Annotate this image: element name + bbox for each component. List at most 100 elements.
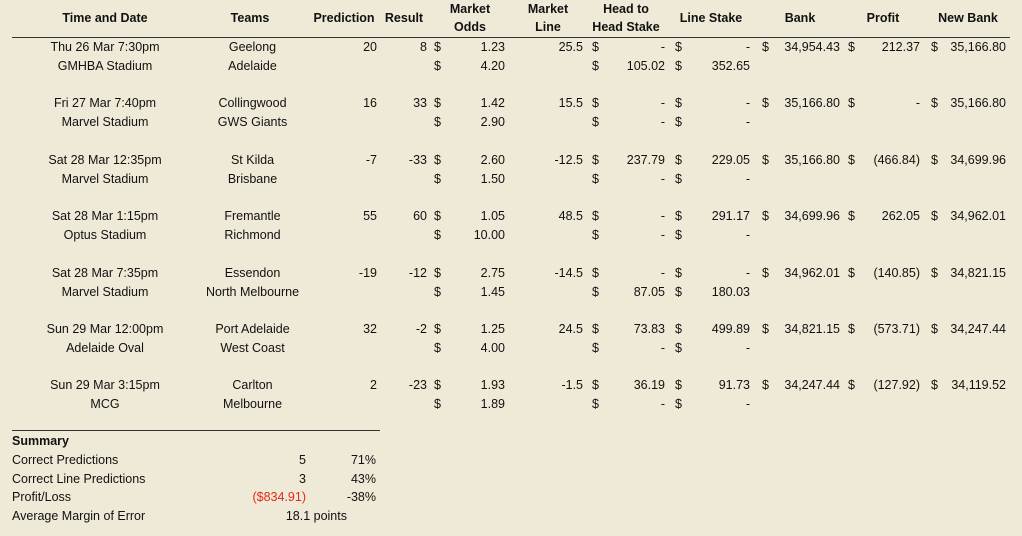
game-venue: Marvel Stadium — [61, 284, 149, 299]
bank-value: 34,954.43 — [784, 40, 840, 54]
profit-currency: $ — [848, 378, 855, 393]
line-stake-home-currency: $ — [675, 152, 682, 167]
line-stake-home-value: 229.05 — [711, 152, 750, 167]
prediction-value: -19 — [358, 265, 377, 280]
profit-value: 212.37 — [881, 40, 920, 54]
table-header: Time and Date Teams Prediction Result Ma… — [0, 0, 1022, 38]
line-stake-away-value: - — [745, 171, 750, 186]
line-stake-away-value: - — [745, 228, 750, 243]
odds-home-currency: $ — [434, 322, 441, 336]
summary-percent: 71% — [350, 453, 376, 467]
market-line-value: -12.5 — [554, 152, 584, 167]
bank-currency: $ — [762, 265, 769, 280]
h2h-home-value: 73.83 — [633, 322, 665, 336]
summary-percent — [312, 507, 376, 526]
odds-home-value: 2.60 — [480, 152, 505, 167]
profit-currency: $ — [848, 152, 855, 167]
game-venue: Adelaide Oval — [66, 341, 144, 355]
bank-value: 34,699.96 — [784, 209, 840, 224]
odds-away-currency: $ — [434, 397, 441, 412]
odds-home-value: 2.75 — [480, 265, 505, 280]
h2h-home-value: 36.19 — [633, 378, 665, 393]
line-stake-home-currency: $ — [675, 322, 682, 336]
odds-away-value: 4.00 — [480, 341, 505, 355]
header-market-odds-1: Market — [449, 2, 491, 16]
bank-value: 35,166.80 — [784, 96, 840, 111]
summary-value: 3 — [299, 471, 306, 486]
h2h-home-currency: $ — [592, 96, 599, 111]
profit-value: (127.92) — [873, 378, 920, 393]
result-value: -12 — [408, 265, 427, 280]
market-line-value: 24.5 — [558, 322, 583, 336]
result-value: -33 — [408, 152, 427, 167]
game-time: Sat 28 Mar 7:35pm — [51, 265, 159, 280]
game-time: Fri 27 Mar 7:40pm — [53, 96, 157, 111]
game-venue: GMHBA Stadium — [57, 59, 153, 73]
h2h-home-value: - — [660, 96, 665, 111]
odds-away-currency: $ — [434, 228, 441, 243]
result-value: -23 — [408, 378, 427, 393]
summary-value: 18.1 points — [285, 509, 347, 524]
home-team: St Kilda — [230, 152, 275, 167]
market-line-value: -14.5 — [554, 265, 584, 280]
game-time: Thu 26 Mar 7:30pm — [50, 40, 160, 54]
summary-label: Profit/Loss — [12, 490, 72, 505]
odds-home-currency: $ — [434, 265, 441, 280]
h2h-away-value: - — [660, 341, 665, 355]
header-bank: Bank — [784, 11, 816, 25]
profit-currency: $ — [848, 40, 855, 54]
away-team: North Melbourne — [205, 284, 300, 299]
market-line-value: 25.5 — [558, 40, 583, 54]
line-stake-home-currency: $ — [675, 40, 682, 54]
line-stake-away-value: 180.03 — [711, 284, 750, 299]
new-bank-currency: $ — [931, 96, 938, 111]
new-bank-currency: $ — [931, 209, 938, 224]
profit-value: (140.85) — [873, 265, 920, 280]
line-stake-away-currency: $ — [675, 284, 682, 299]
new-bank-currency: $ — [931, 378, 938, 393]
h2h-home-value: - — [660, 209, 665, 224]
line-stake-home-currency: $ — [675, 96, 682, 111]
h2h-away-value: - — [660, 171, 665, 186]
prediction-value: 55 — [363, 209, 377, 224]
odds-home-value: 1.05 — [480, 209, 505, 224]
market-line-value: 15.5 — [558, 96, 583, 111]
h2h-home-currency: $ — [592, 152, 599, 167]
odds-away-value: 1.89 — [480, 397, 505, 412]
odds-away-value: 1.45 — [480, 284, 505, 299]
line-stake-away-currency: $ — [675, 59, 682, 73]
prediction-value: 20 — [363, 40, 377, 54]
odds-away-value: 10.00 — [473, 228, 505, 243]
bank-currency: $ — [762, 152, 769, 167]
home-team: Geelong — [228, 40, 277, 54]
new-bank-value: 34,821.15 — [950, 265, 1006, 280]
result-value: -2 — [415, 322, 427, 336]
summary-label: Correct Line Predictions — [12, 471, 146, 486]
header-result: Result — [384, 11, 424, 25]
game-time: Sun 29 Mar 12:00pm — [46, 322, 164, 336]
game-time: Sat 28 Mar 12:35pm — [48, 152, 162, 167]
h2h-home-value: - — [660, 265, 665, 280]
h2h-home-value: 237.79 — [626, 152, 665, 167]
bank-currency: $ — [762, 96, 769, 111]
prediction-value: 32 — [363, 322, 377, 336]
summary-percent: -38% — [346, 490, 376, 505]
line-stake-home-value: - — [745, 265, 750, 280]
market-line-value: -1.5 — [561, 378, 583, 393]
line-stake-away-value: - — [745, 115, 750, 130]
line-stake-away-currency: $ — [675, 228, 682, 243]
h2h-home-currency: $ — [592, 40, 599, 54]
summary-row: Correct Line Predictions 3 43% — [12, 470, 382, 489]
line-stake-home-value: 291.17 — [711, 209, 750, 224]
home-team: Essendon — [224, 265, 281, 280]
profit-currency: $ — [848, 96, 855, 111]
line-stake-home-value: - — [745, 40, 750, 54]
result-value: 8 — [420, 40, 427, 54]
new-bank-currency: $ — [931, 152, 938, 167]
game-time: Sun 29 Mar 3:15pm — [50, 378, 160, 393]
summary-row: Correct Predictions 5 71% — [12, 451, 382, 470]
home-team: Carlton — [232, 378, 273, 393]
game-venue: MCG — [90, 397, 120, 412]
profit-value: (466.84) — [873, 152, 920, 167]
odds-home-value: 1.42 — [480, 96, 505, 111]
